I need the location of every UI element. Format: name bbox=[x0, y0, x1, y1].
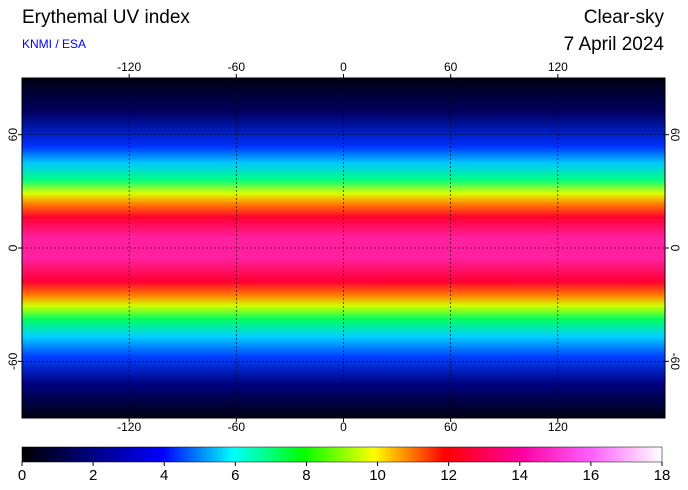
x-tick-label: 0 bbox=[340, 60, 347, 74]
date: 7 April 2024 bbox=[564, 34, 665, 55]
colorbar-label: 12 bbox=[440, 467, 457, 484]
dynamic-layer: -120 -120 -60 -60 0 0 60 60 120 120 -60 -60 0 0 60 60 0 2… bbox=[6, 60, 682, 484]
y-tick-label: 60 bbox=[668, 128, 682, 142]
colorbar-label: 0 bbox=[18, 467, 26, 484]
source: KNMI / ESA bbox=[22, 37, 86, 51]
y-tick-label: 0 bbox=[668, 245, 682, 252]
x-tick-label: 120 bbox=[548, 60, 568, 74]
colorbar-label: 8 bbox=[302, 467, 310, 484]
y-tick-label: 60 bbox=[6, 128, 20, 142]
sky-type: Clear-sky bbox=[584, 7, 665, 28]
colorbar-label: 6 bbox=[231, 467, 239, 484]
x-tick-label: -60 bbox=[228, 60, 246, 74]
colorbar-label: 14 bbox=[511, 467, 528, 484]
x-tick-label: 60 bbox=[444, 420, 458, 434]
y-tick-label: -60 bbox=[6, 352, 20, 370]
colorbar-label: 4 bbox=[160, 467, 168, 484]
colorbar-label: 10 bbox=[369, 467, 386, 484]
x-tick-label: 120 bbox=[548, 420, 568, 434]
x-tick-label: -120 bbox=[117, 60, 141, 74]
y-tick-label: -60 bbox=[668, 353, 682, 371]
colorbar-label: 18 bbox=[654, 467, 671, 484]
x-tick-label: -120 bbox=[117, 420, 141, 434]
colorbar bbox=[21, 446, 663, 463]
x-tick-label: 0 bbox=[340, 420, 347, 434]
x-tick-label: -60 bbox=[228, 420, 246, 434]
colorbar-label: 16 bbox=[583, 467, 600, 484]
title: Erythemal UV index bbox=[22, 7, 190, 28]
y-tick-label: 0 bbox=[6, 244, 20, 251]
x-tick-label: 60 bbox=[444, 60, 458, 74]
colorbar-label: 2 bbox=[89, 467, 97, 484]
